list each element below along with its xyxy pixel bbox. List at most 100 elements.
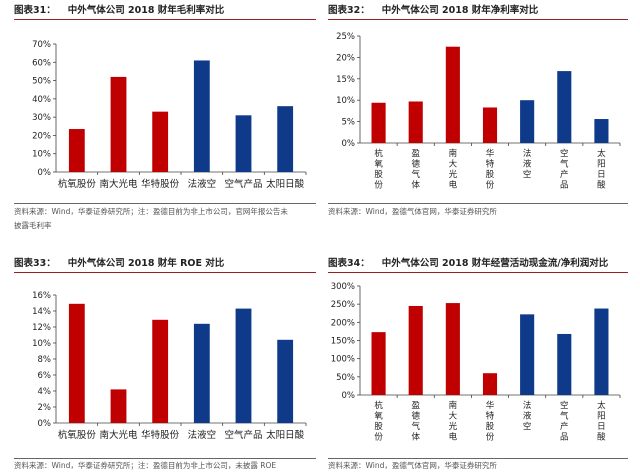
y-tick-label: 0% [342,391,356,401]
y-tick-label: 30% [32,113,51,123]
chart-plot: 0% 2% 4% 6% 8% 10% 12% 14% 16% 杭氧股份 南大光电 华特股份 法液空 空气产… [32,291,307,441]
x-tick-label: 空气产品 [560,148,569,191]
x-tick-label: 华特股份 [486,400,495,443]
chart-panel-gross-margin: 图表31： 中外气体公司 2018 财年毛利率对比 0% 10% 20% 30% 40% 5… [14,2,316,238]
source-note: 资料来源：Wind，盈德气体官网，华泰证券研究所 [328,207,497,216]
x-tick-label: 太阳日酸 [597,148,606,191]
x-tick-label: 杭氧股份 [374,400,383,443]
y-tick-label: 6% [38,371,52,381]
bar-6 [557,333,572,395]
y-tick-label: 50% [336,373,355,383]
chart-panel-roe: 图表33： 中外气体公司 2018 财年 ROE 对比 0% 2% 4% 6% 8% 10%… [14,255,316,475]
bar-5 [235,308,252,423]
y-tick-label: 10% [336,96,355,106]
bar-7 [594,119,609,143]
chart-panel-cashflow-ratio: 图表34： 中外气体公司 2018 财年经营活动现金流/净利润对比 0% 50% 10… [328,255,628,475]
y-tick-label: 4% [38,387,52,397]
y-tick-label: 14% [32,307,51,317]
y-tick-label: 70% [32,40,51,50]
y-tick-label: 20% [336,53,355,63]
bar-2 [110,389,127,423]
x-tick-label: 太阳日酸 [266,178,305,190]
y-tick-label: 40% [32,95,51,105]
bar-6 [277,106,294,172]
y-tick-label: 10% [32,339,51,349]
y-tick-label: 50% [32,77,51,87]
x-tick-label: 太阳日酸 [597,400,606,443]
bar-2 [408,101,423,143]
x-tick-label: 华特股份 [141,178,180,190]
x-tick-label: 法液空 [523,148,532,180]
y-tick-label: 2% [38,403,52,413]
x-tick-label: 空气产品 [224,178,262,190]
bar-5 [520,314,535,395]
y-tick-label: 12% [32,323,51,333]
bar-2 [408,305,423,395]
bar-5 [520,100,535,143]
figure-label: 图表31： [14,5,56,16]
chart-title-row: 图表33： 中外气体公司 2018 财年 ROE 对比 [14,255,224,272]
y-tick-label: 300% [331,282,355,292]
bar-1 [371,102,386,143]
chart-panel-net-margin: 图表32： 中外气体公司 2018 财年净利率对比 0% 5% 10% 15% 20% 25… [328,2,628,238]
bar-4 [482,107,498,143]
bar-5 [235,115,252,172]
y-tick-label: 25% [336,32,355,42]
y-tick-label: 15% [336,75,355,85]
y-tick-label: 10% [32,150,51,160]
title-rule [14,19,316,20]
bar-6 [557,71,572,143]
x-tick-label: 盈德气体 [411,149,420,191]
bar-4 [193,60,210,173]
source-note: 资料来源：Wind，盈德气体官网，华泰证券研究所 [328,461,497,470]
bar-2 [110,76,127,172]
source-rule [14,458,316,459]
figure-label: 图表32： [328,5,370,16]
chart-title-row: 图表31： 中外气体公司 2018 财年毛利率对比 [14,2,224,19]
x-tick-label: 南大光电 [99,429,138,441]
x-tick-label: 法液空 [188,429,217,441]
chart-title: 中外气体公司 2018 财年净利率对比 [381,5,539,16]
bar-3 [445,303,460,395]
x-tick-label: 华特股份 [486,148,495,191]
y-tick-label: 5% [342,118,356,128]
y-tick-label: 0% [342,139,356,149]
bar-6 [277,339,294,423]
chart-title: 中外气体公司 2018 财年 ROE 对比 [67,258,225,269]
x-tick-label: 华特股份 [141,429,180,441]
chart-plot: 0% 50% 100% 150% 200% 250% 300% 杭氧股份 盈德气体 南大光电 华特股… [331,282,621,443]
x-tick-label: 空气产品 [224,429,262,441]
chart-title-row: 图表32： 中外气体公司 2018 财年净利率对比 [328,2,538,19]
y-tick-label: 150% [331,337,355,347]
bar-1 [68,129,85,172]
bar-1 [371,332,386,395]
x-tick-label: 南大光电 [449,400,458,443]
bar-3 [152,111,169,172]
y-tick-label: 100% [331,355,355,365]
source-rule [328,203,628,204]
x-tick-label: 杭氧股份 [374,148,383,191]
x-tick-label: 法液空 [523,400,532,432]
chart-plot: 0% 10% 20% 30% 40% 50% 60% 70% 杭氧股份 南大光电 华特股份 法液空 空气… [32,40,307,190]
bar-4 [193,323,210,423]
chart-title: 中外气体公司 2018 财年经营活动现金流/净利润对比 [381,258,609,269]
chart-title: 中外气体公司 2018 财年毛利率对比 [67,5,225,16]
title-rule [14,272,316,273]
source-note: 资料来源：Wind，华泰证券研究所；注：盈德目前为非上市公司，未披露 ROE [14,461,277,470]
bar-1 [68,303,85,423]
x-tick-label: 法液空 [188,178,217,190]
y-tick-label: 250% [331,300,355,310]
title-rule [328,272,628,273]
figure-label: 图表34： [328,258,370,269]
x-tick-label: 南大光电 [449,148,458,191]
bar-3 [152,319,169,423]
bar-4 [482,373,498,395]
y-tick-label: 0% [38,419,52,429]
y-tick-label: 200% [331,318,355,328]
y-tick-label: 0% [38,168,52,178]
x-tick-label: 太阳日酸 [266,429,305,441]
source-rule [14,203,316,204]
y-tick-label: 20% [32,131,51,141]
bar-7 [594,308,609,395]
y-tick-label: 16% [32,291,51,301]
